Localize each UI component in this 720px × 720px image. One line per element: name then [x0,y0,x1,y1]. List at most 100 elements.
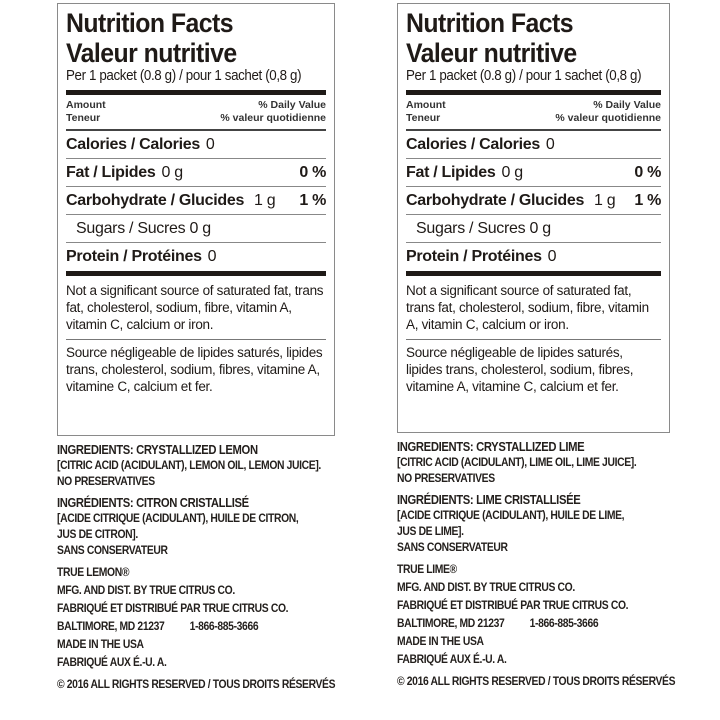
title-en: Nutrition Facts [66,8,234,38]
protein-value: 0 [207,247,217,265]
made-in-en: MADE IN THE USA [57,639,144,651]
ingredients-fr-heading: INGRÉDIENTS: LIME CRISTALLISÉE [397,493,581,507]
thick-divider [406,90,661,95]
ingredients-fr-list-2: JUS DE LIME]. [397,526,464,538]
thick-divider [406,271,661,276]
row-protein: Protein / Protéines 0 [406,243,661,270]
amount-label: Amount [66,99,106,111]
calories-label: Calories / Calories [406,135,540,153]
valeur-quotidienne-label: % valeur quotidienne [220,112,326,124]
title-en: Nutrition Facts [406,8,574,38]
valeur-quotidienne-label: % valeur quotidienne [555,112,661,124]
divider [66,339,326,340]
ingredients-en-heading: INGREDIENTS: CRYSTALLIZED LEMON [57,443,258,457]
amount-label: Amount [406,99,446,111]
row-carbohydrate: Carbohydrate / Glucides 1 g 1 % [406,187,661,215]
protein-value: 0 [547,247,557,265]
made-in-fr: FABRIQUÉ AUX É.-U. A. [397,654,507,666]
carb-label: Carbohydrate / Glucides [66,191,245,209]
divider [406,129,661,131]
ingredients-en-heading: INGREDIENTS: CRYSTALLIZED LIME [397,440,585,454]
calories-value: 0 [205,135,215,153]
copyright: © 2016 ALL RIGHTS RESERVED / TOUS DROITS… [397,676,676,688]
fat-value: 0 g [501,163,523,181]
ingredients-fr-list-1: [ACIDE CITRIQUE (ACIDULANT), HUILE DE LI… [397,510,625,522]
row-sugars: Sugars / Sucres 0 g [406,215,661,243]
amount-header-en: Amount % Daily Value [66,99,326,112]
carb-dv: 1 % [299,191,326,209]
nutrition-facts-box: Nutrition Facts Valeur nutritive Per 1 p… [57,3,335,436]
amount-header-fr: Teneur % valeur quotidienne [66,112,326,125]
carb-label: Carbohydrate / Glucides [406,191,585,209]
row-calories: Calories / Calories 0 [406,131,661,159]
carb-value: 1 g [594,191,616,209]
address: BALTIMORE, MD 21237 [57,621,165,633]
serving-size: Per 1 packet (0.8 g) / pour 1 sachet (0,… [66,68,302,84]
copyright: © 2016 ALL RIGHTS RESERVED / TOUS DROITS… [57,679,336,691]
teneur-label: Teneur [406,112,441,124]
carb-dv: 1 % [634,191,661,209]
ingredients-section: INGREDIENTS: CRYSTALLIZED LIME [CITRIC A… [397,439,676,691]
row-carbohydrate: Carbohydrate / Glucides 1 g 1 % [66,187,326,215]
title-fr: Valeur nutritive [406,38,577,68]
row-protein: Protein / Protéines 0 [66,243,326,270]
made-in-en: MADE IN THE USA [397,636,484,648]
calories-label: Calories / Calories [66,135,200,153]
lemon-label-panel: Nutrition Facts Valeur nutritive Per 1 p… [57,3,336,699]
row-fat: Fat / Lipides 0 g 0 % [406,159,661,187]
nutrition-facts-box: Nutrition Facts Valeur nutritive Per 1 p… [397,3,670,433]
manufacturer-fr: FABRIQUÉ ET DISTRIBUÉ PAR TRUE CITRUS CO… [57,603,289,615]
fat-label: Fat / Lipides [406,163,496,181]
row-fat: Fat / Lipides 0 g 0 % [66,159,326,187]
thick-divider [66,271,326,276]
phone-number: 1-866-885-3666 [189,621,259,633]
phone-number: 1-866-885-3666 [529,618,599,630]
note-en: Not a significant source of saturated fa… [406,283,649,332]
sugars-value: 0 g [529,219,552,237]
ingredients-en-list: [CITRIC ACID (ACIDULANT), LIME OIL, LIME… [397,457,637,469]
fat-value: 0 g [161,163,183,181]
protein-label: Protein / Protéines [66,247,202,265]
row-calories: Calories / Calories 0 [66,131,326,159]
sugars-label: Sugars / Sucres [76,219,186,237]
daily-value-label: % Daily Value [258,99,326,111]
address: BALTIMORE, MD 21237 [397,618,505,630]
ingredients-fr-heading: INGRÉDIENTS: CITRON CRISTALLISÉ [57,496,249,510]
ingredients-en-note: NO PRESERVATIVES [397,473,495,485]
thick-divider [66,90,326,95]
ingredients-fr-note: SANS CONSERVATEUR [397,542,508,554]
note-fr: Source négligeable de lipides saturés, l… [66,345,323,394]
carb-value: 1 g [254,191,276,209]
manufacturer-en: MFG. AND DIST. BY TRUE CITRUS CO. [397,582,575,594]
calories-value: 0 [545,135,555,153]
note-fr: Source négligeable de lipides saturés, l… [406,345,634,394]
fat-dv: 0 % [634,163,661,181]
divider [66,129,326,131]
divider [406,339,661,340]
made-in-fr: FABRIQUÉ AUX É.-U. A. [57,657,167,669]
ingredients-section: INGREDIENTS: CRYSTALLIZED LEMON [CITRIC … [57,442,336,694]
lime-label-panel: Nutrition Facts Valeur nutritive Per 1 p… [397,3,676,696]
amount-header-fr: Teneur % valeur quotidienne [406,112,661,125]
daily-value-label: % Daily Value [593,99,661,111]
serving-size: Per 1 packet (0.8 g) / pour 1 sachet (0,… [406,68,642,84]
ingredients-en-list: [CITRIC ACID (ACIDULANT), LEMON OIL, LEM… [57,460,321,472]
note-en: Not a significant source of saturated fa… [66,283,324,332]
brand-name: TRUE LIME® [397,564,457,576]
title-fr: Valeur nutritive [66,38,237,68]
manufacturer-en: MFG. AND DIST. BY TRUE CITRUS CO. [57,585,235,597]
row-sugars: Sugars / Sucres 0 g [66,215,326,243]
sugars-value: 0 g [189,219,212,237]
ingredients-fr-list-1: [ACIDE CITRIQUE (ACIDULANT), HUILE DE CI… [57,513,299,525]
ingredients-fr-list-2: JUS DE CITRON]. [57,529,138,541]
fat-dv: 0 % [299,163,326,181]
amount-header-en: Amount % Daily Value [406,99,661,112]
sugars-label: Sugars / Sucres [416,219,526,237]
manufacturer-fr: FABRIQUÉ ET DISTRIBUÉ PAR TRUE CITRUS CO… [397,600,629,612]
ingredients-fr-note: SANS CONSERVATEUR [57,545,168,557]
protein-label: Protein / Protéines [406,247,542,265]
ingredients-en-note: NO PRESERVATIVES [57,476,155,488]
fat-label: Fat / Lipides [66,163,156,181]
teneur-label: Teneur [66,112,101,124]
brand-name: TRUE LEMON® [57,567,130,579]
